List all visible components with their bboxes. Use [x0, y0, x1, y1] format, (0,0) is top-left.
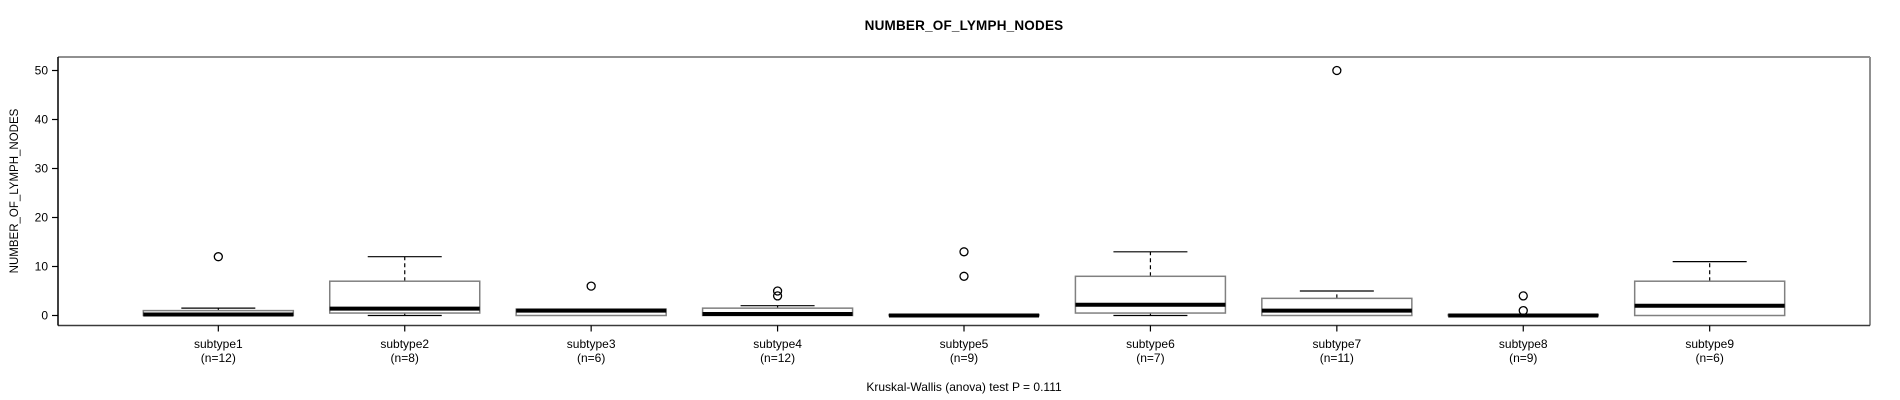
box-subtype6 [1074, 275, 1227, 314]
outlier-point [213, 252, 223, 262]
box-subtype7 [1261, 297, 1413, 317]
x-group-label: subtype3 [567, 337, 616, 351]
outlier-point [1518, 305, 1528, 316]
outlier-point [772, 291, 783, 301]
x-group-label: subtype2 [380, 337, 429, 351]
x-group-count: (n=11) [1320, 351, 1354, 365]
x-group-label: subtype1 [194, 337, 243, 351]
x-group-count: (n=6) [577, 351, 605, 365]
y-tick-label: 40 [35, 113, 49, 127]
x-group-count: (n=8) [391, 351, 419, 365]
x-group-label: subtype9 [1685, 337, 1734, 351]
x-group-count: (n=9) [950, 351, 978, 365]
x-group-count: (n=12) [760, 351, 795, 365]
x-group-label: subtype4 [753, 337, 802, 351]
chart-title: NUMBER_OF_LYMPH_NODES [864, 18, 1064, 33]
x-group-label: subtype5 [940, 337, 989, 351]
box-subtype9 [1633, 280, 1786, 317]
x-group-count: (n=9) [1509, 351, 1537, 365]
y-tick-label: 20 [35, 211, 49, 225]
outlier-point [959, 247, 969, 257]
y-tick-label: 50 [35, 64, 49, 78]
x-group-count: (n=6) [1695, 351, 1723, 365]
x-group-count: (n=12) [201, 351, 236, 365]
stat-test-caption: Kruskal-Wallis (anova) test P = 0.111 [866, 380, 1062, 394]
outlier-point [586, 281, 596, 291]
x-group-label: subtype7 [1312, 337, 1361, 351]
x-group-count: (n=7) [1136, 351, 1164, 365]
outlier-point [1518, 291, 1528, 301]
x-group-label: subtype6 [1126, 337, 1175, 351]
x-group-label: subtype8 [1499, 337, 1548, 351]
outlier-point [1332, 65, 1342, 76]
y-tick-label: 0 [41, 309, 48, 323]
y-tick-label: 10 [35, 260, 49, 274]
outlier-point [772, 286, 783, 296]
outlier-point [959, 271, 969, 281]
y-tick-label: 30 [35, 162, 49, 176]
